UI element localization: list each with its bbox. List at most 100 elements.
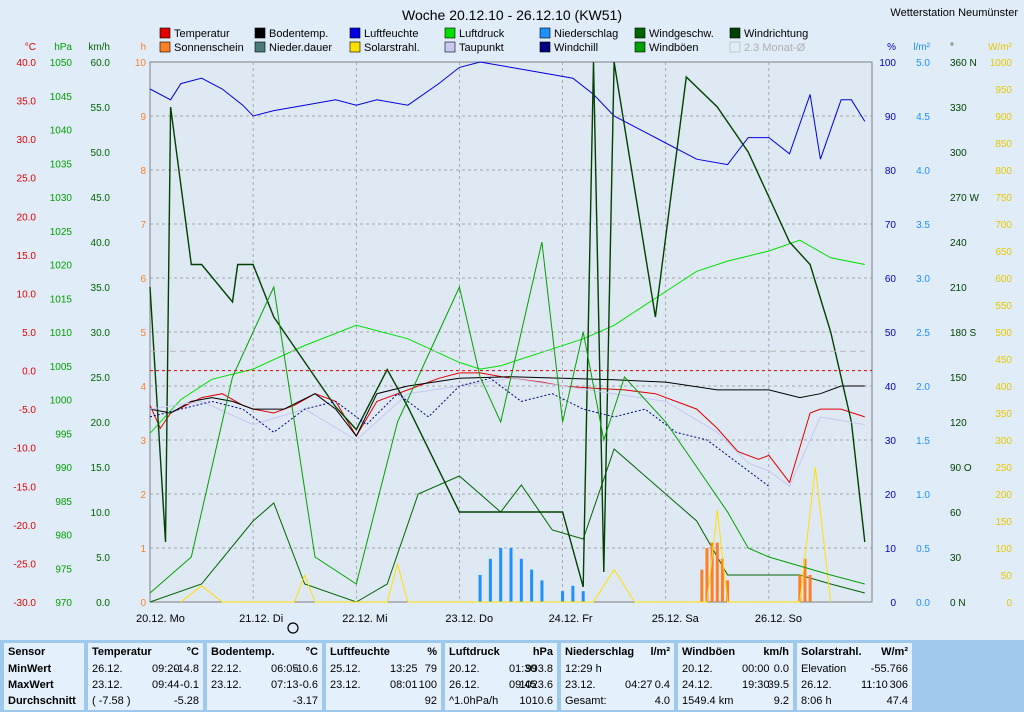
- tick-label: 250: [995, 463, 1012, 474]
- stat-block: Solarstrahl. W/m² Elevation -55.766 26.12. 11…: [797, 643, 912, 710]
- stat-cell: 00:00: [742, 663, 770, 675]
- stat-header: Solarstrahl.: [801, 646, 862, 658]
- tick-label: 975: [55, 564, 72, 575]
- stat-cell: 1549.4 km: [682, 695, 734, 707]
- stat-cell: 23.12.: [211, 679, 242, 691]
- legend-label: Temperatur: [174, 28, 230, 40]
- stat-cell: 0.0: [773, 663, 789, 675]
- legend-swatch: [634, 27, 646, 39]
- stat-cell: 24.12.: [682, 679, 713, 691]
- day-label: 26.12. So: [755, 613, 802, 625]
- tick-label: 850: [995, 139, 1012, 150]
- series-line: [149, 61, 866, 588]
- tick-label: 45.0: [91, 193, 111, 204]
- tick-label: 800: [995, 166, 1012, 177]
- legend-swatch: [254, 27, 266, 39]
- stat-cell: 09:44: [152, 679, 180, 691]
- legend-label: Luftdruck: [459, 28, 505, 40]
- tick-label: 1030: [50, 193, 73, 204]
- stat-cell: 23.12.: [92, 679, 123, 691]
- tick-label: 25.0: [91, 373, 111, 384]
- tick-label: 270 W: [950, 193, 979, 204]
- tick-label: 350: [995, 409, 1012, 420]
- stat-cell: Gesamt:: [565, 695, 607, 707]
- stat-cell: 09:20: [152, 663, 180, 675]
- tick-label: 40.0: [17, 58, 37, 69]
- tick-label: 150: [995, 517, 1012, 528]
- stat-cell: 07:13: [271, 679, 299, 691]
- tick-label: 210: [950, 283, 967, 294]
- stat-cell: -14.8: [173, 663, 199, 675]
- tick-label: 100: [879, 58, 896, 69]
- tick-label: 0.5: [916, 544, 930, 555]
- tick-label: 750: [995, 193, 1012, 204]
- legend-label: Taupunkt: [459, 42, 504, 54]
- tick-label: 7: [140, 220, 146, 231]
- tick-label: 150: [950, 373, 967, 384]
- stat-cell: 25.12.: [330, 663, 361, 675]
- tick-label: 3.5: [916, 220, 930, 231]
- stat-header: Windböen: [682, 646, 736, 658]
- stat-cell: 26.12.: [92, 663, 123, 675]
- legend-swatch: [634, 41, 646, 53]
- legend-label: Sonnenschein: [174, 42, 244, 54]
- stat-label: MinWert: [8, 663, 52, 675]
- tick-label: 30.0: [91, 328, 111, 339]
- bar-niederschlag: [581, 591, 585, 602]
- stats-table: Sensor MinWert MaxWert Durchschnitt Temperat…: [0, 640, 1024, 712]
- tick-label: 40: [885, 382, 897, 393]
- tick-label: 900: [995, 112, 1012, 123]
- stat-cell: 11:10: [861, 679, 888, 691]
- day-label: 20.12. Mo: [136, 613, 185, 625]
- bar-sonnenschein: [715, 542, 719, 602]
- stat-cell: 92: [424, 695, 437, 707]
- tick-label: 1025: [50, 227, 73, 238]
- tick-label: 120: [950, 418, 967, 429]
- tick-label: 20.0: [91, 418, 111, 429]
- tick-label: 50.0: [91, 148, 111, 159]
- stat-cell: 0.4: [654, 679, 670, 691]
- stat-cell: 08:01: [390, 679, 418, 691]
- tick-label: 3.0: [916, 274, 930, 285]
- stat-cell: 9.2: [773, 695, 789, 707]
- tick-label: 3: [140, 436, 146, 447]
- tick-label: 950: [995, 85, 1012, 96]
- bar-niederschlag: [530, 569, 534, 602]
- tick-label: 995: [55, 429, 72, 440]
- stat-cell: 12:29 h: [565, 663, 602, 675]
- tick-label: 90 O: [950, 463, 972, 474]
- stat-block: Luftfeuchte% 25.12. 13:25 79 23.12. 08:01 100 9…: [326, 643, 441, 710]
- tick-label: 25.0: [17, 174, 37, 185]
- legend-swatch: [254, 41, 266, 53]
- legend-label: Windböen: [649, 42, 699, 54]
- tick-label: 550: [995, 301, 1012, 312]
- tick-label: 300: [950, 148, 967, 159]
- tick-label: 1: [140, 544, 146, 555]
- stat-cell: 22.12.: [211, 663, 242, 675]
- legend-label: Windgeschw.: [649, 28, 714, 40]
- stat-cell: 79: [424, 663, 437, 675]
- tick-label: 1000: [50, 396, 73, 407]
- bar-sonnenschein: [705, 548, 709, 602]
- tick-label: 6: [140, 274, 146, 285]
- stat-cell: 1023.6: [519, 679, 553, 691]
- tick-label: 80: [885, 166, 897, 177]
- series-line: [149, 372, 865, 484]
- stat-block: Luftdruck hPa 20.12. 01:30 993.8 26.12. 09:45 1…: [445, 643, 557, 710]
- tick-label: 330: [950, 103, 967, 114]
- stat-block-sensor: Sensor MinWert MaxWert Durchschnitt: [4, 643, 84, 710]
- stat-block: Bodentemp. °C 22.12. 06:05 -10.6 23.12. 07:13-…: [207, 643, 322, 710]
- tick-label: 30: [950, 553, 962, 564]
- stat-cell: 26.12.: [449, 679, 480, 691]
- tick-label: 360 N: [950, 58, 977, 69]
- tick-label: 180 S: [950, 328, 976, 339]
- tick-label: 200: [995, 490, 1012, 501]
- tick-label: 990: [55, 463, 72, 474]
- chart-title: Woche 20.12.10 - 26.12.10 (KW51): [402, 7, 622, 23]
- stat-block: Niederschlag l/m² 12:29 h 23.12. 04:27 0.4 Ges…: [561, 643, 674, 710]
- cursor-icon: [287, 622, 299, 634]
- stat-cell: -0.1: [180, 679, 199, 691]
- bar-sonnenschein: [720, 558, 724, 602]
- tick-label: 50: [1001, 571, 1013, 582]
- tick-label: 970: [55, 598, 72, 609]
